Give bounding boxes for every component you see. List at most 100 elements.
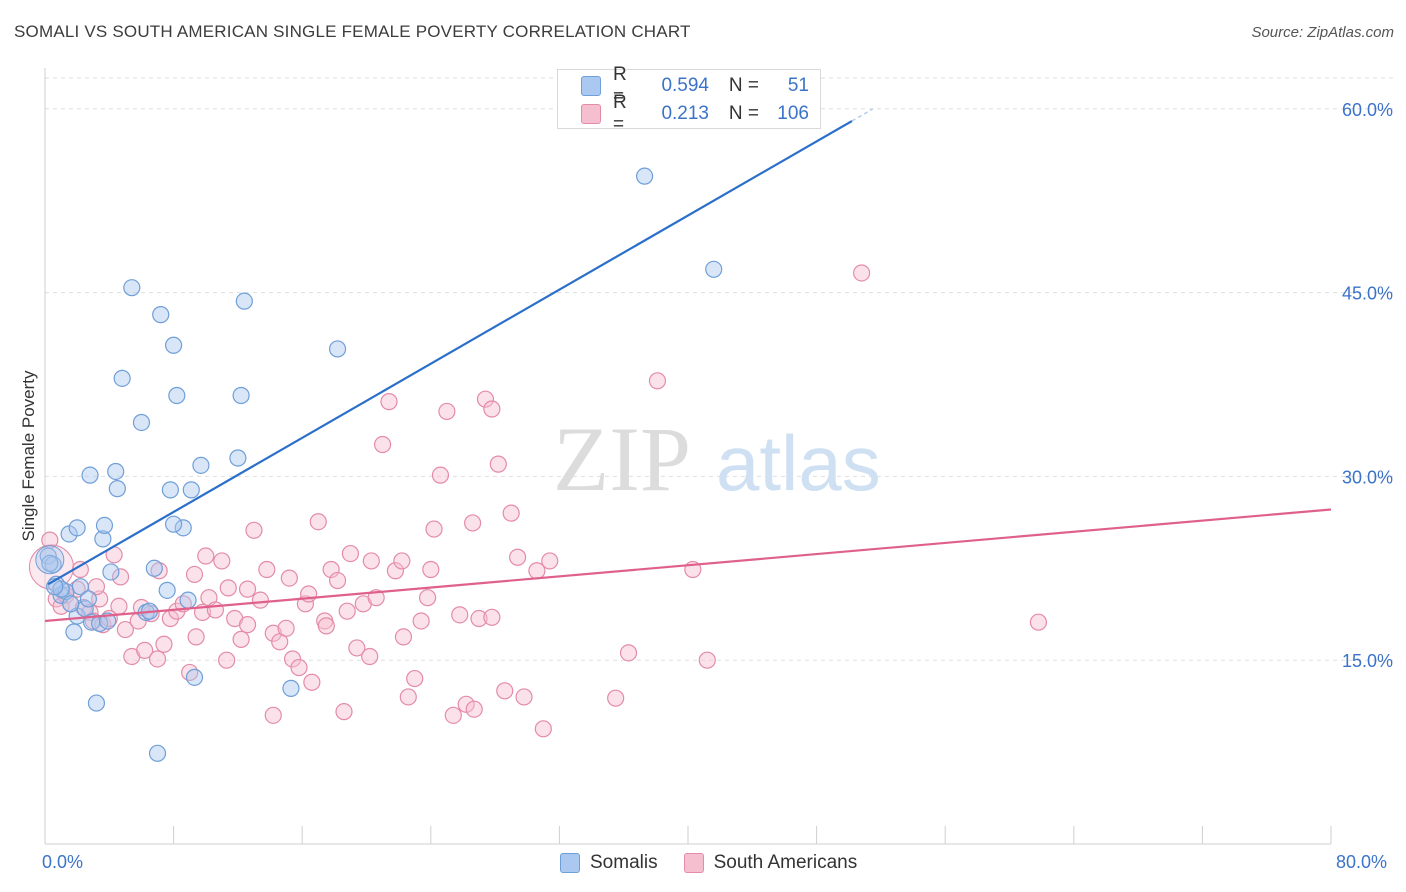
south-american-point — [380, 393, 398, 411]
south-american-point — [245, 521, 263, 539]
somali-point — [68, 519, 86, 537]
south-american-point — [328, 571, 347, 590]
somali-point — [132, 413, 151, 432]
watermark-zip: ZIP — [553, 408, 691, 510]
south-american-point — [335, 703, 353, 721]
south-american-point — [431, 466, 450, 484]
south-american-points — [28, 264, 1048, 738]
south-american-point — [515, 688, 533, 706]
y-tick-labels: 15.0% 30.0% 45.0% 60.0% — [1342, 100, 1393, 671]
south-american-point — [463, 514, 482, 532]
south-american-point — [607, 689, 625, 707]
south-american-point — [251, 591, 270, 609]
somali-point — [165, 515, 183, 533]
somali-point — [107, 462, 125, 481]
somali-point — [235, 292, 253, 310]
y-tick-label: 60.0% — [1342, 100, 1393, 120]
south-american-point — [361, 647, 379, 666]
south-american-point — [238, 616, 257, 634]
somali-point — [232, 386, 250, 405]
south-american-point — [489, 455, 507, 473]
legend-item-south-americans[interactable]: South Americans — [683, 852, 858, 874]
south-american-point — [476, 390, 495, 408]
south-american-point — [338, 602, 356, 620]
somali-point — [165, 336, 183, 354]
south-american-point — [399, 688, 417, 706]
south-american-point — [412, 612, 430, 630]
south-american-point — [1029, 613, 1048, 631]
y-tick-label: 45.0% — [1342, 284, 1393, 304]
legend-item-somalis[interactable]: Somalis — [560, 852, 658, 874]
south-american-point — [197, 547, 215, 565]
somali-point — [123, 279, 141, 297]
south-americans-swatch — [581, 104, 601, 124]
n-label: N = — [728, 103, 759, 124]
somali-point — [152, 306, 170, 324]
stats-row-somalis: R = 0.594 N = 51 — [558, 64, 809, 107]
somali-point — [158, 581, 176, 599]
somali-point — [95, 516, 114, 534]
somali-point — [192, 456, 210, 474]
south-american-point — [444, 706, 462, 724]
legend-label-south-americans: South Americans — [713, 852, 858, 873]
somali-point — [71, 578, 89, 596]
south-american-point — [465, 700, 483, 718]
n-label: N = — [728, 75, 759, 96]
somali-point — [328, 340, 347, 358]
south-american-point — [619, 644, 638, 662]
south-american-point — [303, 673, 321, 691]
south-american-point — [422, 560, 440, 579]
south-american-point — [150, 562, 168, 580]
south-american-point — [185, 565, 204, 584]
south-american-point — [341, 544, 360, 563]
somali-trend-extension — [851, 108, 874, 122]
south-american-point — [219, 579, 237, 597]
y-tick-label: 30.0% — [1342, 467, 1393, 487]
somali-point — [161, 481, 179, 499]
somali-point — [635, 167, 654, 185]
south-american-point — [116, 620, 134, 639]
legend-label-somalis: Somalis — [590, 852, 658, 873]
south-american-point — [373, 435, 392, 454]
somali-point — [185, 668, 204, 686]
south-american-point — [648, 372, 667, 390]
series-legend: Somalis South Americans — [560, 852, 883, 874]
south-american-point — [483, 608, 501, 626]
south-american-point — [187, 628, 205, 646]
r-label: R = — [613, 64, 627, 107]
somali-point — [65, 623, 83, 641]
south-american-point — [362, 552, 380, 570]
somali-point — [62, 595, 80, 613]
somali-point — [174, 519, 192, 537]
somali-point — [148, 744, 167, 762]
somali-point — [87, 694, 106, 712]
x-axis-min-label: 0.0% — [42, 852, 84, 872]
somalis-swatch — [560, 853, 580, 873]
trend-lines — [44, 108, 1332, 623]
somali-point — [94, 530, 112, 548]
south-american-point — [496, 682, 514, 700]
stats-legend: R = 0.594 N = 51 R = 0.213 N = 106 — [557, 64, 821, 135]
n-value: 51 — [787, 75, 809, 96]
south-american-point — [148, 650, 167, 668]
grid-lines — [45, 77, 1395, 661]
south-american-point — [111, 568, 130, 586]
south-american-trend-line — [44, 508, 1332, 623]
south-american-point — [218, 651, 236, 669]
south-american-point — [181, 663, 199, 682]
south-american-point — [698, 651, 716, 669]
south-american-point — [394, 628, 413, 646]
south-american-point — [438, 402, 456, 421]
south-american-point — [136, 641, 154, 659]
south-american-point — [110, 597, 128, 615]
south-american-point — [283, 650, 302, 668]
r-value: 0.594 — [661, 75, 709, 96]
somali-point — [79, 590, 98, 608]
south-american-point — [853, 264, 871, 282]
south-american-point — [155, 635, 173, 653]
south-american-point — [451, 606, 469, 624]
watermark-atlas: atlas — [716, 419, 881, 507]
somali-point — [81, 466, 99, 484]
south-american-point — [238, 580, 257, 598]
n-value: 106 — [777, 103, 809, 124]
